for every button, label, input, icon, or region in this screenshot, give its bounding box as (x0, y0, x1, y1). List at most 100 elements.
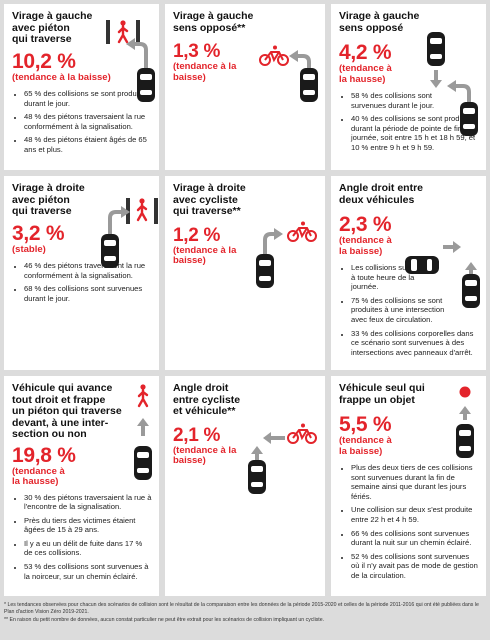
footnote-trends: * Les tendances observées pour chacun de… (4, 602, 479, 615)
card-title: Véhicule qui avance tout droit et frappe… (12, 382, 152, 441)
card-right-turn-cyclist: Virage à droite avec cycliste qui traver… (165, 176, 325, 370)
bullet-list: 58 % des collisions sont survenues duran… (339, 91, 479, 153)
title-line: tout droit et frappe (12, 393, 106, 406)
bullet-item: 40 % des collisions se sont produites du… (351, 114, 479, 152)
car-icon (248, 460, 266, 494)
car-icon (405, 256, 439, 274)
card-single-vehicle-object: Véhicule seul qui frappe un objet 5,5 % … (331, 376, 486, 596)
title-line: Virage à droite (173, 182, 246, 194)
title-line: un piéton qui traverse (12, 405, 122, 417)
trend: (tendance à la baisse) (339, 435, 392, 457)
pedestrian-icon (117, 19, 129, 44)
straight-pedestrian-illustration (134, 384, 152, 480)
card-title: Virage à gauche sens opposé (339, 10, 479, 34)
car-icon (101, 234, 119, 268)
left-turn-pedestrian-illustration (106, 19, 155, 102)
card-title: Virage à droite avec piéton qui traverse (12, 182, 152, 218)
title-line: Virage à gauche (173, 10, 254, 22)
bullet-list: Plus des deux tiers de ces collisions so… (339, 463, 479, 581)
percentage: 19,8 % (12, 443, 76, 467)
title-line: entre cycliste (173, 393, 241, 406)
turn-arrow-icon (108, 210, 122, 234)
title-line: qui traverse (12, 205, 72, 217)
trend: (tendance à la hausse) (12, 465, 65, 487)
bullet-item: 65 % des collisions se sont produites du… (24, 89, 152, 108)
card-right-turn-pedestrian: Virage à droite avec piéton qui traverse… (4, 176, 159, 370)
scenario-grid: Virage à gauche avec piéton qui traverse… (0, 0, 490, 596)
bullet-item: 46 % des piétons traversaient la rue con… (24, 261, 152, 280)
percentage: 5,5 % (339, 413, 392, 436)
car-icon (462, 274, 480, 308)
footnotes: * Les tendances observées pour chacun de… (4, 602, 486, 625)
trend: (tendance à la baisse) (173, 444, 237, 466)
percentage: 3,2 % (12, 221, 65, 245)
card-title: Virage à droite avec cycliste qui traver… (173, 182, 318, 218)
card-right-angle-cyclist: Angle droit entre cycliste et véhicule**… (165, 376, 325, 596)
card-title: Angle droit entre deux véhicules (339, 182, 479, 206)
bicycle-icon (259, 44, 289, 66)
car-icon (460, 102, 478, 136)
title-line: Véhicule seul qui (339, 382, 425, 394)
footnote-cyclist: ** En raison du petit nombre de données,… (4, 617, 325, 623)
bullet-item: Plus des deux tiers de ces collisions so… (351, 463, 479, 501)
object-icon (459, 386, 471, 398)
bullet-list: 30 % des piétons traversaient la rue à l… (12, 493, 152, 582)
bullet-item: Il y a eu un délit de fuite dans 17 % de… (24, 539, 152, 558)
title-line: Virage à gauche (339, 10, 420, 22)
percentage: 2,3 % (339, 213, 392, 236)
bullet-item: 30 % des piétons traversaient la rue à l… (24, 493, 152, 512)
right-turn-cyclist-illustration (256, 220, 317, 288)
title-line: Angle droit entre (339, 182, 424, 194)
right-turn-pedestrian-illustration (101, 197, 158, 268)
right-angle-vehicles-illustration (405, 241, 480, 308)
car-icon (134, 446, 152, 480)
car-icon (256, 254, 274, 288)
card-title: Véhicule seul qui frappe un objet (339, 382, 479, 406)
turn-arrow-icon (297, 54, 311, 80)
title-line: et véhicule** (173, 405, 236, 417)
bullet-list: 65 % des collisions se sont produites du… (12, 89, 152, 155)
bullet-list: Les collisions surviennent à toute heure… (339, 263, 479, 357)
bullet-item: 68 % des collisions sont survenues duran… (24, 284, 152, 303)
bullet-item: 53 % des collisions sont survenues à la … (24, 562, 152, 581)
bullet-item: 75 % des collisions se sont produites à … (351, 296, 459, 325)
bullet-item: Une collision sur deux s'est produite en… (351, 505, 479, 524)
car-icon (300, 68, 318, 102)
pedestrian-icon (136, 197, 148, 222)
bullet-item: 52 % des collisions sont survenues où il… (351, 552, 479, 581)
title-line: Véhicule qui avance (12, 382, 113, 394)
right-angle-cyclist-illustration (248, 422, 317, 494)
turn-arrow-icon (263, 232, 275, 254)
trend: (tendance à la baisse) (173, 61, 237, 83)
single-vehicle-illustration (456, 386, 474, 458)
left-turn-opposite-illustration (427, 32, 478, 136)
trend: (tendance à la hausse) (339, 63, 392, 85)
title-line: qui traverse (12, 33, 72, 45)
trend: (tendance à la baisse) (173, 244, 237, 266)
title-line: Virage à gauche (12, 10, 93, 22)
title-line: frappe un objet (339, 393, 415, 406)
bullet-item: 48 % des piétons traversaient la rue con… (24, 112, 152, 131)
bicycle-icon (287, 220, 317, 242)
card-right-angle-vehicles: Angle droit entre deux véhicules 2,3 % (… (331, 176, 486, 370)
turn-arrow-icon (455, 84, 471, 102)
percentage: 1,2 % (173, 224, 221, 246)
title-line: avec piéton (12, 21, 70, 34)
title-line: avec cycliste (173, 193, 238, 206)
bullet-item: 58 % des collisions sont survenues duran… (351, 91, 441, 110)
title-line: avec piéton (12, 193, 70, 206)
card-left-turn-pedestrian: Virage à gauche avec piéton qui traverse… (4, 4, 159, 170)
bullet-item: 33 % des collisions corporelles dans ce … (351, 329, 479, 358)
title-line: sens opposé** (173, 21, 246, 34)
card-straight-pedestrian: Véhicule qui avance tout droit et frappe… (4, 376, 159, 596)
title-line: Virage à droite (12, 182, 85, 194)
card-title: Virage à gauche sens opposé** (173, 10, 318, 34)
title-line: qui traverse** (173, 205, 241, 217)
title-line: sens opposé (339, 21, 404, 34)
title-line: deux véhicules (339, 193, 415, 206)
card-title: Virage à gauche avec piéton qui traverse (12, 10, 152, 46)
percentage: 1,3 % (173, 41, 221, 62)
bullet-list: 46 % des piétons traversaient la rue con… (12, 261, 152, 303)
percentage: 4,2 % (339, 41, 392, 64)
percentage: 10,2 % (12, 49, 76, 73)
